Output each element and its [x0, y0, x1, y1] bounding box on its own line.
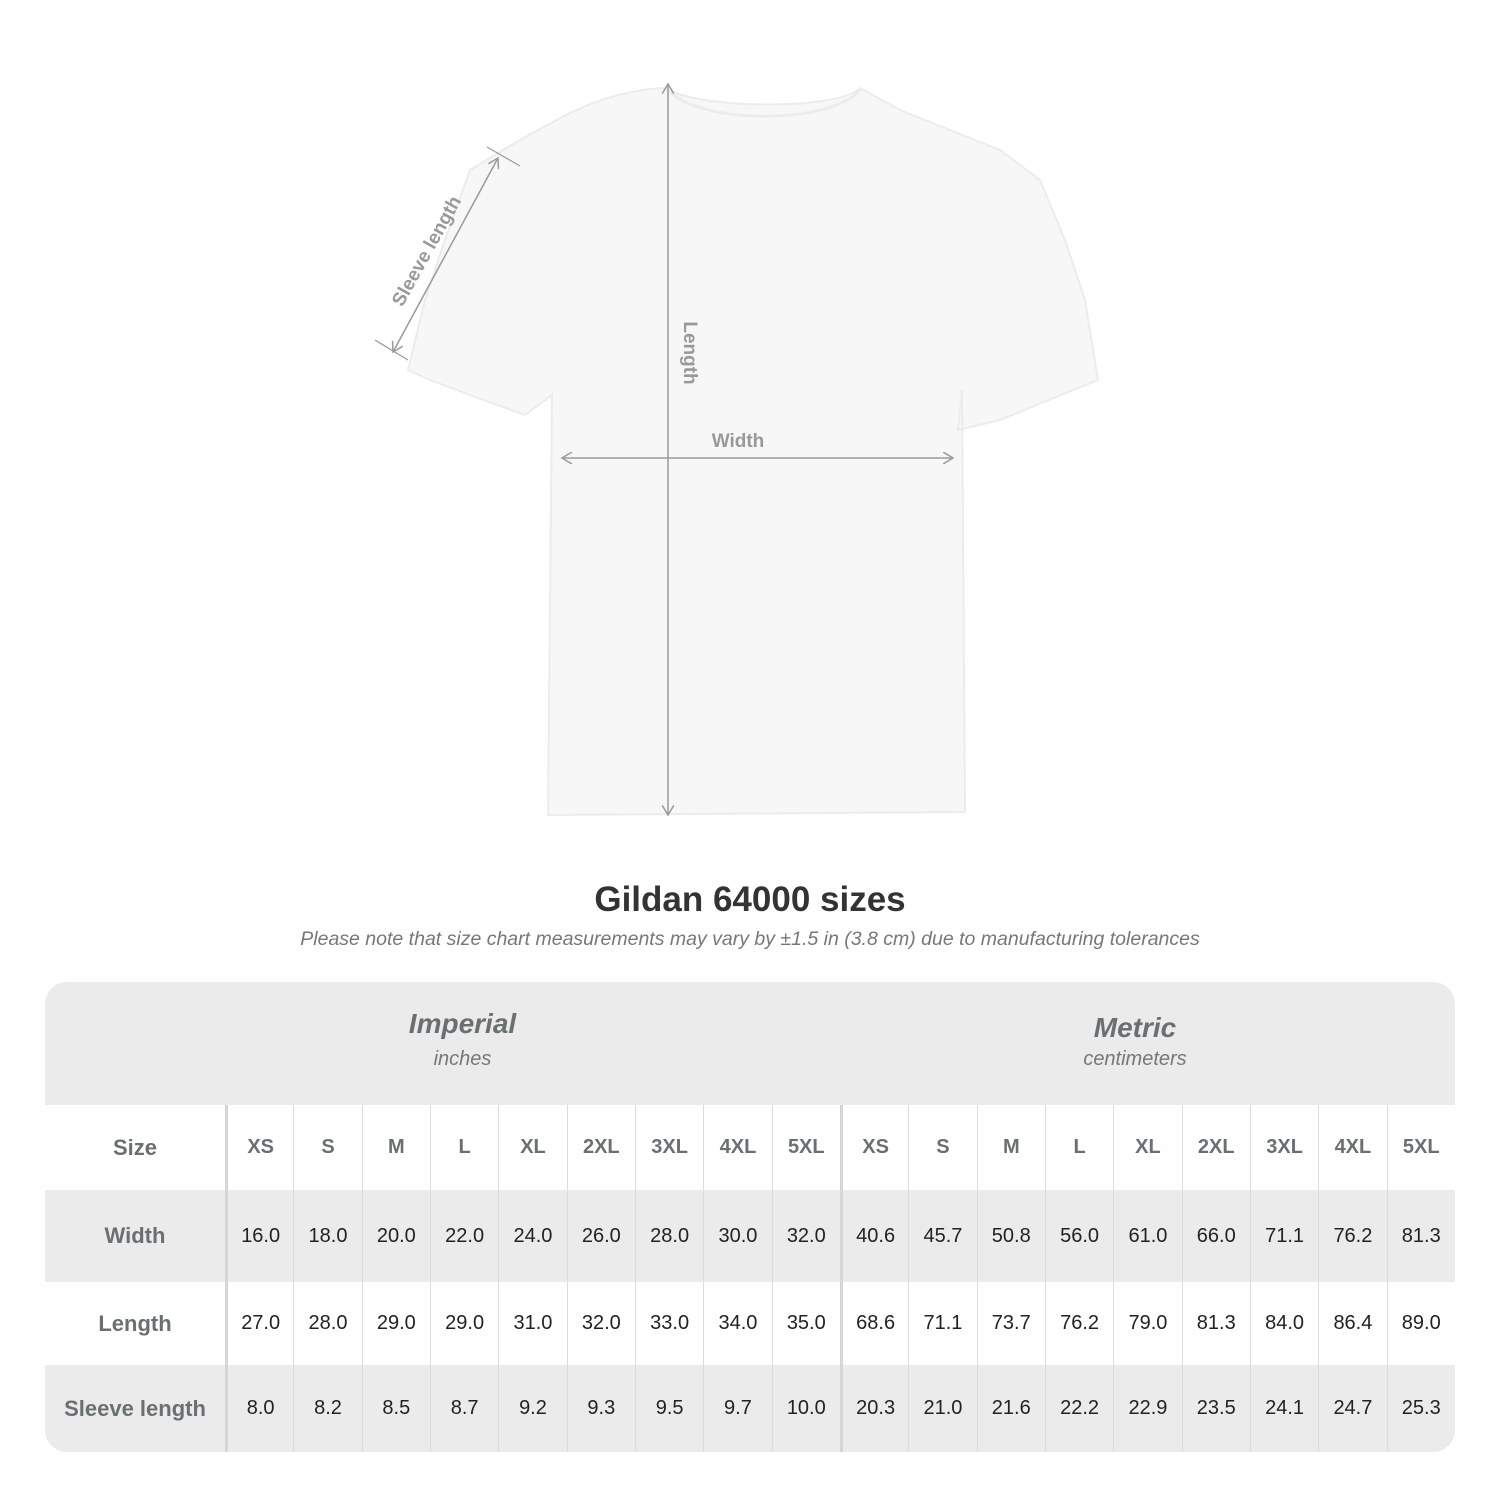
table-cell-metric: 81.3 [1386, 1190, 1455, 1282]
table-cell-metric: 76.2 [1318, 1190, 1386, 1282]
imperial-unit: inches [433, 1048, 492, 1070]
table-row: Sleeve length 8.0 8.2 8.5 8.7 9.2 9.3 9.5 9.7 10.… [45, 1365, 1455, 1452]
table-cell-imperial: 8.2 [293, 1365, 361, 1452]
sleeve-tick-top [486, 146, 521, 167]
table-cell-imperial: 9.7 [703, 1365, 771, 1452]
table-cell-imperial: 8.7 [429, 1365, 498, 1452]
page-title: Gildan 64000 sizes [594, 880, 906, 919]
table-cell-imperial: 28.0 [634, 1190, 703, 1282]
table-row: Length 27.0 28.0 29.0 29.0 31.0 32.0 33.0 34.0 35… [45, 1282, 1455, 1365]
table-cell-metric: 86.4 [1318, 1282, 1386, 1365]
size-header-metric: S [908, 1105, 976, 1190]
size-header-metric: 5XL [1386, 1105, 1455, 1190]
table-cell-imperial: 9.2 [498, 1365, 566, 1452]
table-cell-imperial: 34.0 [703, 1282, 771, 1365]
table-cell-imperial: 35.0 [771, 1282, 840, 1365]
size-header-imperial: 3XL [634, 1105, 703, 1190]
table-cell-imperial: 28.0 [293, 1282, 361, 1365]
table-cell-metric: 66.0 [1181, 1190, 1250, 1282]
size-header-imperial: S [293, 1105, 361, 1190]
size-header-imperial: XS [225, 1105, 293, 1190]
tshirt-diagram: Sleeve length Length Width [374, 0, 1100, 860]
size-header-imperial: 4XL [703, 1105, 771, 1190]
table-cell-imperial: 18.0 [293, 1190, 361, 1282]
size-header-row: Size XS S M L XL 2XL 3XL 4XL 5XL XS S M L XL 2XL 3XL 4XL 5… [45, 1105, 1455, 1190]
row-label: Length [98, 1310, 172, 1336]
table-cell-imperial: 20.0 [361, 1190, 430, 1282]
table-cell-imperial: 9.3 [566, 1365, 635, 1452]
size-header-imperial: L [429, 1105, 498, 1190]
table-cell-metric: 56.0 [1044, 1190, 1113, 1282]
sleeve-arrow [393, 158, 498, 352]
table-cell-metric: 68.6 [839, 1282, 908, 1365]
table-cell-imperial: 31.0 [498, 1282, 566, 1365]
table-cell-metric: 81.3 [1181, 1282, 1250, 1365]
row-label: Sleeve length [64, 1395, 206, 1421]
size-header-metric: M [976, 1105, 1045, 1190]
size-header-metric: L [1044, 1105, 1113, 1190]
table-cell-imperial: 33.0 [634, 1282, 703, 1365]
table-cell-metric: 21.6 [976, 1365, 1045, 1452]
table-cell-imperial: 9.5 [634, 1365, 703, 1452]
table-cell-metric: 61.0 [1113, 1190, 1181, 1282]
size-header-imperial: 5XL [771, 1105, 840, 1190]
imperial-title: Imperial [408, 1008, 517, 1039]
size-header-imperial: XL [498, 1105, 566, 1190]
table-cell-imperial: 10.0 [771, 1365, 840, 1452]
size-header-metric: 2XL [1181, 1105, 1250, 1190]
table-cell-metric: 71.1 [908, 1282, 976, 1365]
table-cell-metric: 50.8 [976, 1190, 1045, 1282]
tshirt-shape [406, 86, 1100, 817]
sleeve-tick-bottom [374, 339, 409, 361]
metric-unit: centimeters [1083, 1048, 1187, 1070]
table-cell-imperial: 8.0 [225, 1365, 293, 1452]
table-cell-metric: 21.0 [908, 1365, 976, 1452]
size-header-metric: 3XL [1249, 1105, 1318, 1190]
table-cell-metric: 84.0 [1249, 1282, 1318, 1365]
row-label: Size [112, 1134, 158, 1160]
table-cell-metric: 22.9 [1113, 1365, 1181, 1452]
width-label: Width [712, 431, 765, 452]
size-header-imperial: M [361, 1105, 430, 1190]
table-cell-metric: 24.1 [1249, 1365, 1318, 1452]
metric-header: Metric centimeters [840, 982, 1430, 1105]
table-cell-imperial: 29.0 [361, 1282, 430, 1365]
table-cell-metric: 76.2 [1044, 1282, 1113, 1365]
table-cell-imperial: 32.0 [566, 1282, 635, 1365]
table-cell-metric: 25.3 [1386, 1365, 1455, 1452]
size-header-imperial: 2XL [566, 1105, 635, 1190]
collar [666, 88, 862, 118]
table-cell-imperial: 24.0 [498, 1190, 566, 1282]
table-cell-imperial: 8.5 [361, 1365, 430, 1452]
table-cell-metric: 89.0 [1386, 1282, 1455, 1365]
size-header-metric: XS [839, 1105, 908, 1190]
tolerance-note: Please note that size chart measurements… [300, 928, 1200, 950]
metric-title: Metric [1093, 1012, 1177, 1043]
size-header-metric: XL [1113, 1105, 1181, 1190]
size-table: Imperial inches Metric centimeters Size X… [45, 982, 1455, 1452]
table-cell-imperial: 26.0 [566, 1190, 635, 1282]
imperial-header: Imperial inches [225, 982, 700, 1105]
table-cell-imperial: 27.0 [225, 1282, 293, 1365]
table-cell-imperial: 30.0 [703, 1190, 771, 1282]
table-cell-metric: 23.5 [1181, 1365, 1250, 1452]
table-cell-imperial: 16.0 [225, 1190, 293, 1282]
length-label: Length [679, 321, 700, 384]
table-cell-metric: 71.1 [1249, 1190, 1318, 1282]
table-cell-metric: 20.3 [839, 1365, 908, 1452]
table-row: Width 16.0 18.0 20.0 22.0 24.0 26.0 28.0 30.0 32.… [45, 1190, 1455, 1282]
table-cell-metric: 45.7 [908, 1190, 976, 1282]
table-cell-metric: 22.2 [1044, 1365, 1113, 1452]
table-cell-metric: 79.0 [1113, 1282, 1181, 1365]
table-cell-imperial: 22.0 [429, 1190, 498, 1282]
table-cell-metric: 73.7 [976, 1282, 1045, 1365]
row-label: Width [104, 1223, 166, 1248]
table-cell-metric: 40.6 [839, 1190, 908, 1282]
table-cell-metric: 24.7 [1318, 1365, 1386, 1452]
table-cell-imperial: 32.0 [771, 1190, 840, 1282]
table-cell-imperial: 29.0 [429, 1282, 498, 1365]
size-header-metric: 4XL [1318, 1105, 1386, 1190]
